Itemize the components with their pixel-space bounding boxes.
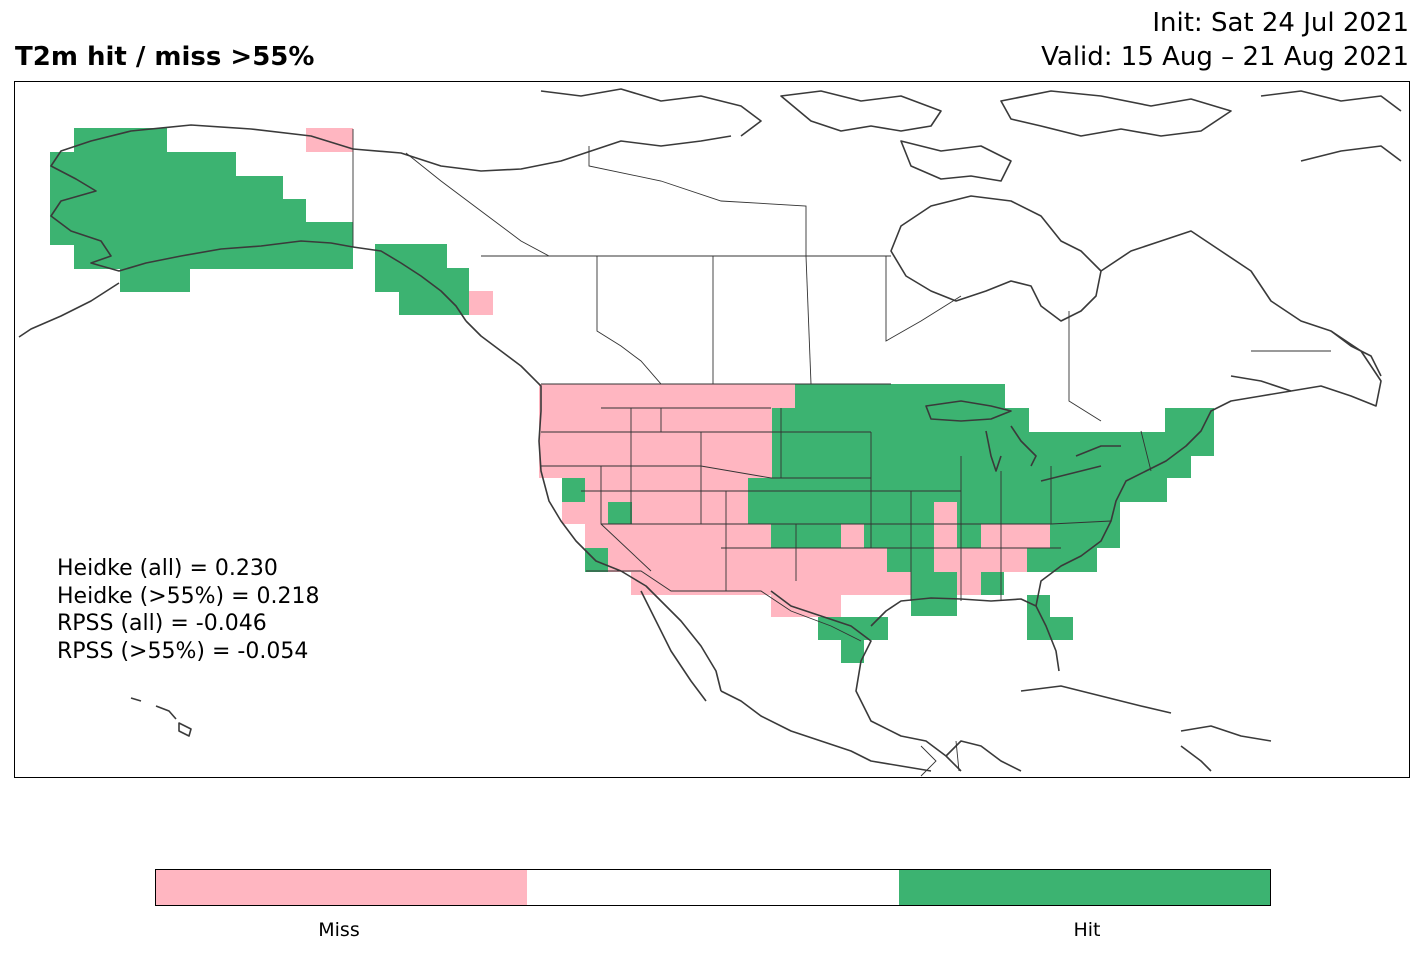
conus-miss-cells <box>539 384 1050 617</box>
rpss-55-score: RPSS (>55%) = -0.054 <box>57 638 309 664</box>
colorbar-hit-label: Hit <box>1073 919 1101 941</box>
colorbar-neutral-segment <box>527 870 899 905</box>
heidke-all-score: Heidke (all) = 0.230 <box>57 556 278 581</box>
chart-title: T2m hit / miss >55% <box>15 42 315 72</box>
alaska-miss-cells <box>306 128 493 315</box>
heidke-55-score: Heidke (>55%) = 0.218 <box>57 583 320 609</box>
colorbar <box>155 869 1271 906</box>
colorbar-miss-label: Miss <box>318 919 360 941</box>
map-panel <box>14 81 1410 778</box>
alaska-hit-cells <box>50 128 469 315</box>
colorbar-hit-segment <box>898 870 1270 905</box>
coastlines <box>18 88 1402 772</box>
score-panel: Heidke (all) = 0.230 Heidke (>55%) = 0.2… <box>57 555 320 665</box>
conus-hit-cells <box>562 384 1214 663</box>
valid-range: Valid: 15 Aug – 21 Aug 2021 <box>1041 42 1409 72</box>
colorbar-miss-segment <box>156 870 528 905</box>
rpss-all-score: RPSS (all) = -0.046 <box>57 611 267 637</box>
political-borders <box>352 129 1331 777</box>
init-date: Init: Sat 24 Jul 2021 <box>1152 8 1409 38</box>
